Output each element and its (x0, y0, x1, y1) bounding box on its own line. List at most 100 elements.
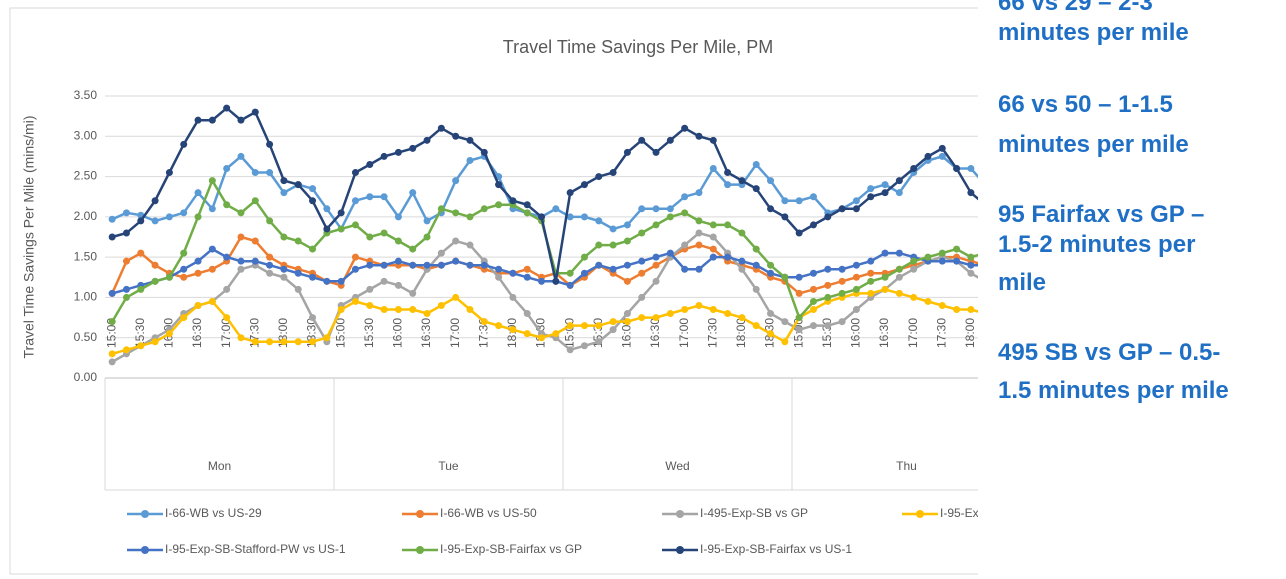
series-marker (495, 273, 503, 281)
series-line (111, 177, 1015, 323)
legend-label: I-495-Exp-SB vs GP (700, 506, 808, 520)
series-marker (351, 197, 359, 205)
series-marker (294, 338, 302, 346)
series-marker (523, 201, 531, 209)
series-marker (881, 249, 889, 257)
series-marker (237, 233, 245, 241)
series-marker (266, 253, 274, 261)
series-marker (480, 205, 488, 213)
series-marker (767, 310, 775, 318)
series-marker (108, 289, 116, 297)
series-marker (867, 289, 875, 297)
series-marker (466, 213, 474, 221)
series-marker (910, 165, 918, 173)
series-marker (709, 221, 717, 229)
series-marker (809, 306, 817, 314)
series-marker (838, 277, 846, 285)
series-marker (824, 281, 832, 289)
legend-marker (141, 546, 149, 554)
series-marker (623, 221, 631, 229)
series-marker (881, 189, 889, 197)
x-tick-label: 16:00 (391, 318, 405, 348)
series-marker (724, 310, 732, 318)
x-tick-label: 17:00 (448, 318, 462, 348)
day-label: Tue (438, 459, 459, 473)
series-marker (781, 318, 789, 326)
series-marker (409, 189, 417, 197)
series-marker (208, 245, 216, 253)
series-marker (852, 306, 860, 314)
series-marker (652, 205, 660, 213)
series-marker (309, 273, 317, 281)
series-marker (423, 233, 431, 241)
series-marker (495, 265, 503, 273)
series-marker (108, 215, 116, 223)
series-marker (266, 217, 274, 225)
x-tick-label: 16:30 (190, 318, 204, 348)
annotation-panel (978, 0, 1286, 579)
series-marker (523, 265, 531, 273)
series-marker (566, 269, 574, 277)
series-marker (738, 177, 746, 185)
y-tick-label: 3.50 (74, 88, 98, 102)
series-marker (580, 342, 588, 350)
series-marker (724, 253, 732, 261)
chart-frame (9, 7, 1011, 575)
series-marker (394, 213, 402, 221)
series-marker (638, 229, 646, 237)
series-marker (208, 205, 216, 213)
x-tick-label: 18:00 (963, 318, 977, 348)
series-marker (881, 181, 889, 189)
series-marker (738, 314, 746, 322)
series-marker (709, 233, 717, 241)
series-marker (666, 136, 674, 144)
series-marker (895, 189, 903, 197)
series-marker (366, 285, 374, 293)
annotation: 66 vs 50 – 1-1.5 (998, 91, 1173, 118)
annotation: minutes per mile (998, 131, 1189, 158)
legend-marker (416, 510, 424, 518)
series-marker (852, 197, 860, 205)
series-marker (266, 261, 274, 269)
series-marker (151, 338, 159, 346)
series-marker (409, 289, 417, 297)
series-marker (838, 318, 846, 326)
series-marker (967, 165, 975, 173)
series-marker (852, 285, 860, 293)
series-marker (695, 301, 703, 309)
y-axis-label: Travel Time Savings Per Mile (mins/mi) (21, 116, 37, 359)
series-marker (452, 293, 460, 301)
series-marker (638, 269, 646, 277)
series-marker (394, 257, 402, 265)
series-marker (280, 233, 288, 241)
series-marker (638, 257, 646, 265)
series-marker (122, 293, 130, 301)
series-marker (294, 269, 302, 277)
series-marker (695, 217, 703, 225)
legend-label: I-66-WB vs US-50 (440, 506, 537, 520)
series-marker (137, 285, 145, 293)
series-marker (666, 310, 674, 318)
series-marker (251, 197, 259, 205)
series-marker (752, 185, 760, 193)
series-marker (895, 249, 903, 257)
series-marker (824, 265, 832, 273)
day-label: Mon (208, 459, 231, 473)
series-marker (967, 253, 975, 261)
series-marker (251, 237, 259, 245)
series-marker (681, 193, 689, 201)
series-marker (552, 205, 560, 213)
annotation: 1.5 minutes per mile (998, 377, 1229, 404)
day-label: Thu (896, 459, 917, 473)
series-marker (609, 169, 617, 177)
series-marker (538, 334, 546, 342)
series-marker (423, 310, 431, 318)
y-tick-label: 1.50 (74, 249, 98, 263)
series-marker (294, 181, 302, 189)
series-marker (767, 205, 775, 213)
series-marker (280, 265, 288, 273)
series-marker (495, 322, 503, 330)
x-tick-label: 16:30 (419, 318, 433, 348)
series-marker (938, 249, 946, 257)
series-marker (666, 249, 674, 257)
